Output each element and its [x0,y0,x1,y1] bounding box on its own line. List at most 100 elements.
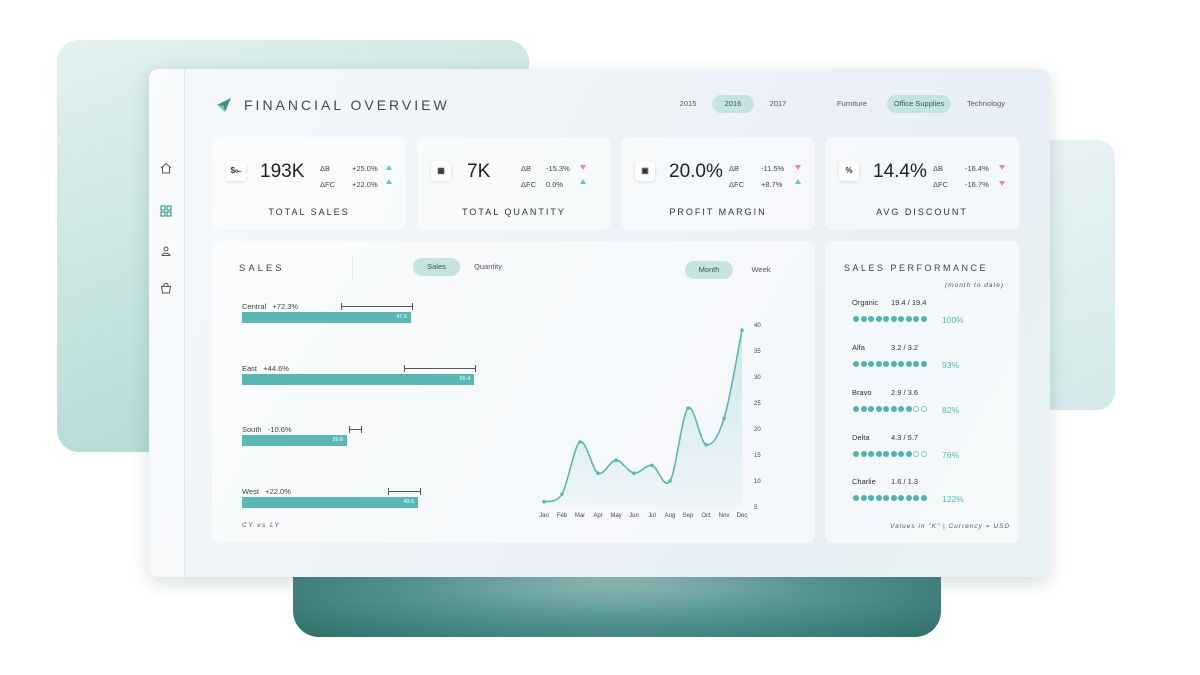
forecast-delta-value: 0.0% [546,180,564,189]
x-tick-label: Mar [575,513,585,519]
page-title: FINANCIAL OVERVIEW [244,97,450,113]
progress-dot [875,451,882,457]
category-office-supplies-filter[interactable]: Office Supplies [887,95,951,113]
data-point-jan[interactable] [542,500,546,504]
bar-value-label: 47.6 [396,314,407,320]
channel-percent: 76% [942,450,960,460]
kpi-card-total-quantity: ▦ 7K ΔB -15.3% ΔFC 0.0% TOTAL QUANTITY [417,137,611,230]
home-icon[interactable] [159,161,173,175]
grid-icon[interactable] [159,204,173,218]
forecast-delta-label: ΔFC [933,180,949,189]
progress-dot [913,451,919,457]
week-toggle-button[interactable]: Week [751,265,771,274]
budget-delta-label: ΔB [729,164,740,173]
budget-delta-label: ΔB [320,164,331,173]
category-technology-filter[interactable]: Technology [967,99,1005,108]
percent-icon: % [839,161,859,181]
budget-delta-label: ΔB [521,164,532,173]
data-point-feb[interactable] [560,492,564,496]
progress-dot [890,495,897,501]
progress-dot [860,495,867,501]
quantity-toggle-button[interactable]: Quantity [474,262,502,271]
year-2017-filter[interactable]: 2017 [769,99,787,108]
forecast-delta-value: +22.0% [352,180,378,189]
kpi-card-avg-discount: % 14.4% ΔB -16.4% ΔFC -16.7% AVG DISCOUN… [825,137,1019,230]
region-change: +44.6% [263,364,289,373]
progress-dot [868,406,874,412]
arrow-up-icon [795,179,801,184]
channel-name: Charlie [852,477,876,486]
category-furniture-filter[interactable]: Furniture [836,99,867,108]
x-tick-label: Feb [557,513,568,519]
progress-dot [898,406,904,412]
region-bar: 47.6 [242,312,411,323]
user-icon[interactable] [159,244,173,258]
sales-card: SALES Sales Quantity Month Week Central … [212,241,815,543]
progress-dots [853,406,927,412]
bar-value-label: 29.6 [332,437,344,443]
background-panel-right [1040,140,1115,410]
data-point-may[interactable] [614,458,618,462]
progress-dot [860,361,867,367]
data-point-sep[interactable] [686,406,690,410]
progress-dot [920,361,927,367]
arrow-down-icon [580,165,586,170]
month-toggle-button[interactable]: Month [685,261,733,279]
progress-dot [890,406,897,412]
kpi-value: 193K [260,161,305,182]
year-2015-filter[interactable]: 2015 [679,99,697,108]
data-point-mar[interactable] [578,440,582,444]
y-tick-label: 5 [754,505,758,511]
region-bar: 49.6 [242,497,419,508]
progress-dot [868,495,874,501]
kpi-value: 7K [467,161,491,182]
channel-percent: 93% [942,360,960,370]
data-point-oct[interactable] [704,442,708,447]
data-point-aug[interactable] [668,479,672,483]
progress-dot [875,361,882,367]
region-name: West +22.0% [242,487,291,496]
data-point-nov[interactable] [722,416,726,421]
performance-footnote: Values in "K" | Currency = USD [890,523,1011,530]
bag-icon[interactable] [159,281,173,295]
progress-dot [875,495,882,501]
budget-delta-label: ΔB [933,164,944,173]
sales-toggle-button[interactable]: Sales [413,258,460,276]
performance-subtitle: (month to date) [945,282,1005,289]
budget-delta-value: -11.5% [761,164,785,173]
arrow-up-icon [386,165,392,170]
progress-dots [853,495,927,501]
y-tick-label: 20 [754,427,761,433]
progress-dot [920,451,927,457]
channel-ratio: 4.3 / 5.7 [891,433,919,442]
channel-percent: 100% [942,315,964,325]
sales-footnote: CY vs LY [242,522,281,529]
dollar-icon: $⟜ [226,161,246,181]
sales-area [544,330,742,507]
channel-ratio: 2.9 / 3.6 [891,388,919,397]
data-point-dec[interactable] [740,328,744,332]
x-tick-label: Dec [737,513,748,519]
y-tick-label: 30 [754,375,761,381]
year-2016-filter[interactable]: 2016 [712,95,754,113]
progress-dot [920,406,927,412]
progress-dot [913,495,919,501]
region-name: East +44.6% [242,364,289,373]
kpi-card-total-sales: $⟜ 193K ΔB +25.0% ΔFC +22.0% TOTAL SALES [212,137,406,230]
variance-whisker [388,488,421,495]
title-divider [312,257,353,281]
x-tick-label: May [610,513,621,519]
data-point-jul[interactable] [650,463,654,468]
progress-dot [868,361,874,367]
x-tick-label: Aug [665,513,676,519]
progress-dot [860,316,867,322]
monthly-sales-chart: Jan Feb Mar Apr May Jun Jul Aug Sep Oct Nov Dec 5 10 1… [539,323,761,519]
progress-dot [883,316,889,322]
kpi-value: 20.0% [669,161,723,182]
kpi-label: TOTAL SALES [268,207,350,217]
progress-dot [890,451,897,457]
data-point-jun[interactable] [632,471,636,475]
data-point-apr[interactable] [596,471,600,475]
progress-dot [905,361,912,367]
y-tick-label: 35 [754,349,761,355]
